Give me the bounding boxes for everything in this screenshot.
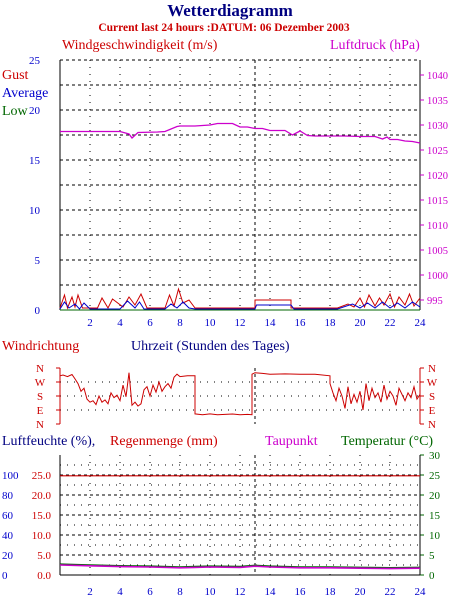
series-taupunkt-line — [59, 564, 421, 570]
series-average-line — [59, 300, 421, 310]
humidity-y-tick: 40 — [2, 530, 14, 542]
pressure-y-tick: 1010 — [427, 221, 448, 232]
temp-y-tick: 10 — [429, 530, 441, 542]
humidity-x-tick: 12 — [235, 586, 246, 598]
wind-x-tick: 18 — [325, 317, 337, 329]
humidity-y-tick: 80 — [2, 490, 14, 502]
wind-y-tick: 10 — [29, 205, 41, 217]
legend-gust: Gust — [2, 68, 29, 83]
humidity-title: Luftfeuchte (%), — [2, 434, 95, 449]
humidity-x-tick: 18 — [325, 586, 337, 598]
wind-direction-panel: Windrichtung Uhrzeit (Stunden des Tages) N… — [2, 339, 438, 431]
pressure-title: Luftdruck (hPa) — [330, 38, 420, 53]
rain-y-tick: 5.0 — [37, 550, 51, 562]
rain-title: Regenmenge (mm) — [110, 434, 218, 449]
humidity-rain-panel: Luftfeuchte (%), Regenmenge (mm) Taupunkt T… — [2, 434, 441, 598]
humidity-x-tick: 20 — [355, 586, 367, 598]
wind-x-tick: 20 — [355, 317, 367, 329]
temp-y-tick: 25 — [429, 470, 441, 482]
humidity-x-tick: 2 — [87, 586, 93, 598]
wind-y-tick: 25 — [29, 55, 41, 67]
series-gust-line — [59, 287, 421, 310]
humidity-x-tick: 8 — [177, 586, 183, 598]
pressure-y-tick: 995 — [427, 296, 443, 307]
humidity-x-tick: 24 — [415, 586, 427, 598]
time-axis-title: Uhrzeit (Stunden des Tages) — [131, 339, 290, 354]
direction-left-tick: N — [36, 363, 44, 375]
pressure-y-tick: 1000 — [427, 271, 448, 282]
pressure-y-tick: 1035 — [427, 96, 448, 107]
direction-left-tick: S — [37, 391, 43, 403]
humidity-y-tick: 0 — [2, 570, 8, 582]
wind-x-tick: 24 — [415, 317, 427, 329]
wind-direction-title: Windrichtung — [2, 339, 79, 354]
wind-y-tick: 15 — [29, 155, 41, 167]
wind-x-tick: 12 — [235, 317, 246, 329]
wind-x-tick: 8 — [177, 317, 183, 329]
direction-left-tick: W — [35, 377, 46, 389]
dewpoint-title: Taupunkt — [265, 434, 318, 449]
rain-y-tick: 15.0 — [32, 510, 52, 522]
series-luftdruck-line — [60, 122, 421, 144]
temp-y-tick: 20 — [429, 490, 441, 502]
wind-x-tick: 22 — [385, 317, 396, 329]
pressure-y-tick: 1030 — [427, 121, 448, 132]
wind-pressure-panel: Windgeschwindigkeit (m/s) Luftdruck (hPa)… — [2, 38, 448, 329]
direction-right-tick: S — [429, 391, 435, 403]
direction-left-tick: N — [36, 419, 44, 431]
humidity-x-tick: 16 — [295, 586, 307, 598]
wind-x-tick: 16 — [295, 317, 307, 329]
humidity-x-tick: 14 — [265, 586, 277, 598]
legend-average: Average — [2, 86, 48, 101]
pressure-y-tick: 1015 — [427, 196, 448, 207]
rain-y-tick: 25.0 — [32, 470, 52, 482]
wind-x-tick: 14 — [265, 317, 277, 329]
rain-y-tick: 20.0 — [32, 490, 52, 502]
legend-low: Low — [2, 104, 29, 119]
wind-x-tick: 2 — [87, 317, 93, 329]
direction-right-tick: N — [428, 363, 436, 375]
humidity-y-tick: 20 — [2, 550, 14, 562]
diagram-title: Wetterdiagramm — [167, 1, 293, 20]
wind-x-tick: 4 — [117, 317, 123, 329]
temp-y-tick: 0 — [429, 570, 435, 582]
diagram-subtitle: Current last 24 hours :DATUM: 06 Dezembe… — [98, 22, 350, 34]
pressure-y-tick: 1025 — [427, 146, 448, 157]
humidity-x-tick: 22 — [385, 586, 396, 598]
pressure-y-tick: 1005 — [427, 246, 448, 257]
humidity-x-tick: 10 — [205, 586, 217, 598]
series-wind-direction-line — [59, 372, 421, 416]
pressure-y-tick: 1040 — [427, 71, 448, 82]
wind-speed-title: Windgeschwindigkeit (m/s) — [62, 38, 218, 53]
direction-left-tick: E — [37, 405, 44, 417]
wind-x-tick: 10 — [205, 317, 217, 329]
wind-x-tick: 6 — [147, 317, 153, 329]
rain-y-tick: 10.0 — [32, 530, 52, 542]
temp-y-tick: 5 — [429, 550, 435, 562]
direction-right-tick: E — [429, 405, 436, 417]
temp-y-tick: 30 — [429, 450, 441, 462]
humidity-y-tick: 60 — [2, 510, 14, 522]
pressure-y-tick: 1020 — [427, 171, 448, 182]
humidity-x-tick: 6 — [147, 586, 153, 598]
rain-y-tick: 0.0 — [37, 570, 51, 582]
temperature-title: Temperatur (°C) — [341, 434, 433, 449]
direction-right-tick: N — [428, 419, 436, 431]
humidity-y-tick: 100 — [2, 470, 19, 482]
wind-y-tick: 20 — [29, 105, 41, 117]
wind-y-tick: 5 — [35, 255, 41, 267]
direction-right-tick: W — [427, 377, 438, 389]
humidity-x-tick: 4 — [117, 586, 123, 598]
temp-y-tick: 15 — [429, 510, 441, 522]
wind-y-tick: 0 — [35, 305, 41, 317]
